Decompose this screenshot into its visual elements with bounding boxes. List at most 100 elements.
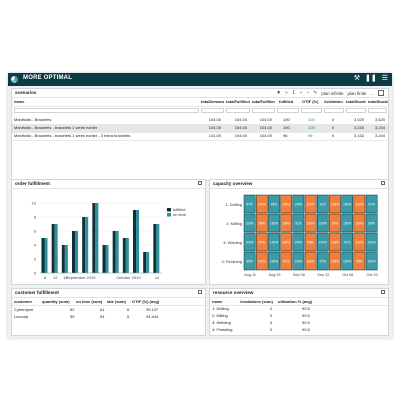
expand-icon[interactable] xyxy=(198,290,202,294)
table-row-selected[interactable]: Manifolds - Bracelets - bracelets 1 week… xyxy=(12,124,388,133)
cell: 104.00 xyxy=(208,125,221,130)
table-row[interactable]: Lexcorp 55 54 5 94.444 xyxy=(12,313,205,320)
capacity-cell xyxy=(280,251,293,271)
col-header[interactable]: name xyxy=(212,299,223,304)
capacity-cell xyxy=(329,251,341,271)
capacity-cell-label: 97% xyxy=(259,241,266,245)
col-header[interactable]: totalStockOn... xyxy=(346,99,366,104)
capacity-overview-panel: capacity overview 1: Drilling 97% 100% 95% 1… xyxy=(209,179,389,285)
expand-icon[interactable] xyxy=(198,181,202,185)
col-header[interactable]: OTIF (%) xyxy=(302,99,319,104)
menu-icon[interactable]: ☰ xyxy=(381,75,388,82)
table-row[interactable]: Cyberdyne 62 61 6 99.137 xyxy=(12,306,205,313)
x-tick-label: Oct 06 xyxy=(342,273,353,277)
col-header[interactable]: totalFulfilled xyxy=(226,99,250,104)
col-header[interactable]: quantity (sum) xyxy=(42,299,70,304)
more-button[interactable]: ... xyxy=(370,90,374,96)
y-tick-label: 0 xyxy=(34,271,37,276)
filter-input[interactable] xyxy=(226,108,250,113)
capacity-cell xyxy=(292,232,305,252)
table-row[interactable]: Manifolds - Bracelets - bracelets 1 week… xyxy=(12,132,388,141)
edit-icon[interactable]: ✎ xyxy=(313,90,318,96)
legend-swatch xyxy=(167,213,171,217)
col-header[interactable]: on time (sum) xyxy=(76,299,103,304)
cell: 90.5 xyxy=(302,306,310,311)
x-tick-label: Sep 08 xyxy=(293,273,305,277)
plan-infinite-button[interactable]: plan infinite xyxy=(321,90,344,96)
cell: 104.00 xyxy=(259,125,272,130)
bar-fulfilled xyxy=(82,217,86,273)
capacity-cell-label: 100% xyxy=(282,241,290,245)
cell: 3,020 xyxy=(354,117,365,122)
cell-otif: 96 xyxy=(308,133,313,138)
col-header[interactable]: #violations (sum) xyxy=(240,299,273,304)
col-header[interactable]: name xyxy=(14,99,25,104)
filter-input[interactable] xyxy=(14,108,199,113)
add-icon[interactable]: + xyxy=(299,90,303,96)
filter-input[interactable] xyxy=(324,108,344,113)
capacity-cell xyxy=(292,213,305,233)
cell: 54 xyxy=(100,314,105,319)
col-header[interactable]: fulfilled xyxy=(279,99,294,104)
col-header[interactable]: OTIF (%) (avg) xyxy=(132,299,160,304)
filter-input[interactable] xyxy=(201,108,224,113)
filter-input[interactable] xyxy=(277,108,299,113)
cell-name: Manifolds - Bracelets xyxy=(14,117,52,122)
filter-input[interactable] xyxy=(252,108,275,113)
cell: 3: Welding xyxy=(212,320,231,325)
expand-icon[interactable] xyxy=(381,290,385,294)
cell: 61 xyxy=(100,307,105,312)
capacity-cell xyxy=(316,194,329,214)
cell: Cyberdyne xyxy=(14,307,34,312)
cell: 0 xyxy=(332,117,335,122)
capacity-cell xyxy=(341,251,354,271)
capacity-overview-header: capacity overview xyxy=(210,180,388,189)
plan-finite-button[interactable]: plan finite xyxy=(347,90,367,96)
col-header[interactable]: utilization % (avg) xyxy=(278,299,312,304)
filter-input[interactable] xyxy=(346,108,366,113)
table-row[interactable]: 4: Finishing 0 90.5 xyxy=(210,326,388,333)
expand-icon[interactable] xyxy=(378,90,384,96)
filter-input[interactable] xyxy=(301,108,322,113)
capacity-cell xyxy=(365,232,378,252)
bar-on-time xyxy=(54,224,58,273)
remove-icon[interactable]: − xyxy=(306,90,310,96)
capacity-cell-label: 100% xyxy=(294,203,302,207)
col-header[interactable]: customer xyxy=(14,299,33,304)
col-header[interactable]: totalStockHo... xyxy=(368,99,388,104)
cell: 90.5 xyxy=(302,320,310,325)
capacity-cell-label: 100% xyxy=(307,260,315,264)
row-label: 4: Finishing xyxy=(222,259,242,264)
x-tick-label: 14 xyxy=(155,275,160,280)
capacity-cell-label: 100% xyxy=(331,203,339,207)
table-row[interactable]: 1: Drilling 0 90.5 xyxy=(210,305,388,312)
capacity-cell-label: 100% xyxy=(282,203,290,207)
capacity-cell xyxy=(316,213,329,233)
capacity-cell-label: 97% xyxy=(368,203,375,207)
table-row[interactable]: 2: Milling 0 90.5 xyxy=(210,312,388,319)
capacity-cell xyxy=(304,213,317,233)
filter-icon[interactable]: ▼ xyxy=(276,90,281,96)
capacity-cell-label: 100% xyxy=(343,260,351,264)
bar-on-time xyxy=(146,252,150,273)
pause-icon[interactable]: ❚❚ xyxy=(364,75,377,82)
chart-icon[interactable]: ≈ xyxy=(284,90,288,96)
table-row[interactable]: 3: Welding 0 90.5 xyxy=(210,319,388,326)
wrench-icon[interactable]: ⚒ xyxy=(353,75,360,82)
bar-fulfilled xyxy=(72,231,75,273)
bar-fulfilled xyxy=(51,224,55,273)
expand-icon[interactable] xyxy=(381,181,385,185)
col-header[interactable]: late (sum) xyxy=(107,299,126,304)
col-header[interactable]: totalDemand xyxy=(201,99,224,104)
col-header[interactable]: #violations xyxy=(324,99,343,104)
customer-fulfillment-header: customer fulfillment xyxy=(12,289,205,298)
col-header[interactable]: totalFulfilled xyxy=(252,99,275,104)
capacity-cell xyxy=(365,251,378,271)
bar-on-time xyxy=(125,238,129,273)
capacity-cell xyxy=(316,251,329,271)
capacity-cell xyxy=(243,194,256,214)
export-icon[interactable]: ↧ xyxy=(291,90,296,96)
bar-fulfilled xyxy=(143,252,147,273)
filter-input[interactable] xyxy=(368,108,387,113)
capacity-cell-label: 100% xyxy=(355,203,363,207)
